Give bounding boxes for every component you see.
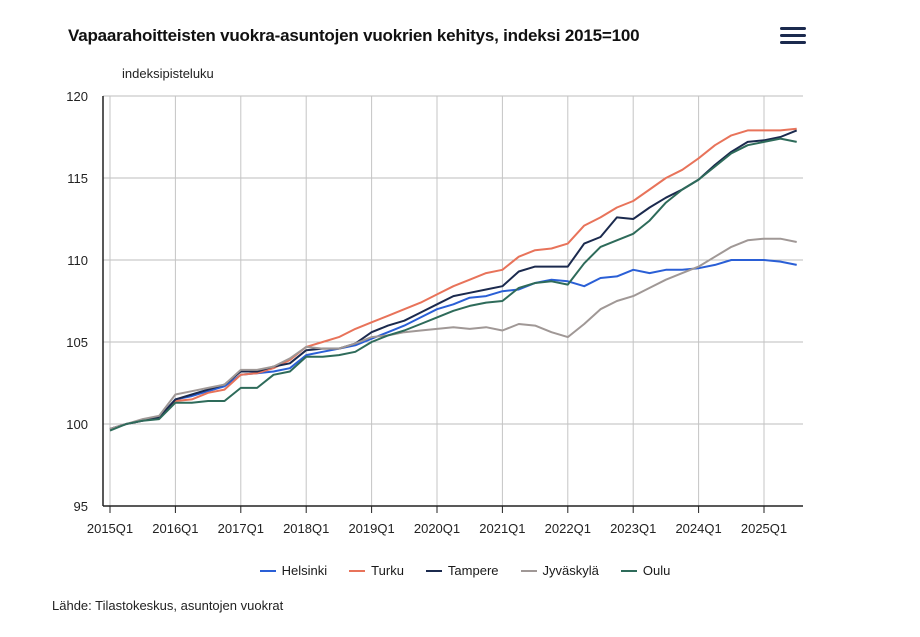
legend: Helsinki Turku Tampere Jyväskylä Oulu: [0, 563, 920, 578]
legend-label: Oulu: [642, 563, 671, 578]
legend-item[interactable]: Oulu: [620, 563, 671, 578]
y-tick-label: 120: [66, 89, 88, 104]
x-tick-label: 2022Q1: [545, 521, 591, 536]
y-tick-label: 110: [67, 253, 88, 268]
x-tick-label: 2019Q1: [348, 521, 394, 536]
line-chart: 95 100 105 110 115 120 2015Q1 2016Q1 2017Q1 2018Q…: [66, 89, 803, 536]
x-tick-label: 2018Q1: [283, 521, 329, 536]
y-tick-label: 115: [67, 171, 88, 186]
legend-swatch: [259, 569, 276, 572]
legend-swatch: [520, 569, 537, 572]
y-tick-label: 105: [66, 335, 88, 350]
hamburger-menu-icon[interactable]: [780, 25, 806, 47]
series-line-tampere: [109, 129, 798, 430]
tick-labels: 95 100 105 110 115 120 2015Q1 2016Q1 2017Q1 2018Q…: [66, 89, 787, 536]
legend-label: Tampere: [447, 563, 499, 578]
y-axis-label: indeksipisteluku: [122, 66, 214, 81]
legend-item[interactable]: Jyväskylä: [520, 563, 599, 578]
x-tick-label: 2020Q1: [414, 521, 460, 536]
x-tick-label: 2025Q1: [741, 521, 787, 536]
series-line-oulu: [109, 137, 797, 432]
legend-item[interactable]: Helsinki: [259, 563, 328, 578]
legend-label: Helsinki: [281, 563, 328, 578]
x-tick-label: 2024Q1: [675, 521, 721, 536]
legend-label: Jyväskylä: [542, 563, 599, 578]
axes: [102, 96, 803, 513]
y-tick-label: 100: [66, 417, 88, 432]
x-tick-label: 2016Q1: [152, 521, 198, 536]
y-tick-label: 95: [74, 499, 88, 514]
series-line-jyväskylä: [109, 237, 797, 430]
legend-swatch: [425, 569, 442, 572]
x-tick-label: 2021Q1: [479, 521, 525, 536]
legend-swatch: [620, 569, 637, 572]
legend-label: Turku: [371, 563, 404, 578]
legend-item[interactable]: Turku: [349, 563, 404, 578]
series-line-helsinki: [109, 259, 797, 430]
series-line-turku: [109, 127, 797, 430]
x-tick-label: 2023Q1: [610, 521, 656, 536]
x-tick-label: 2015Q1: [87, 521, 133, 536]
x-tick-label: 2017Q1: [218, 521, 264, 536]
chart-title: Vapaarahoitteisten vuokra-asuntojen vuok…: [68, 26, 640, 45]
grid: [103, 95, 803, 506]
series-lines: [109, 127, 798, 432]
legend-item[interactable]: Tampere: [425, 563, 499, 578]
source-note: Lähde: Tilastokeskus, asuntojen vuokrat: [52, 598, 284, 613]
legend-swatch: [349, 569, 366, 572]
